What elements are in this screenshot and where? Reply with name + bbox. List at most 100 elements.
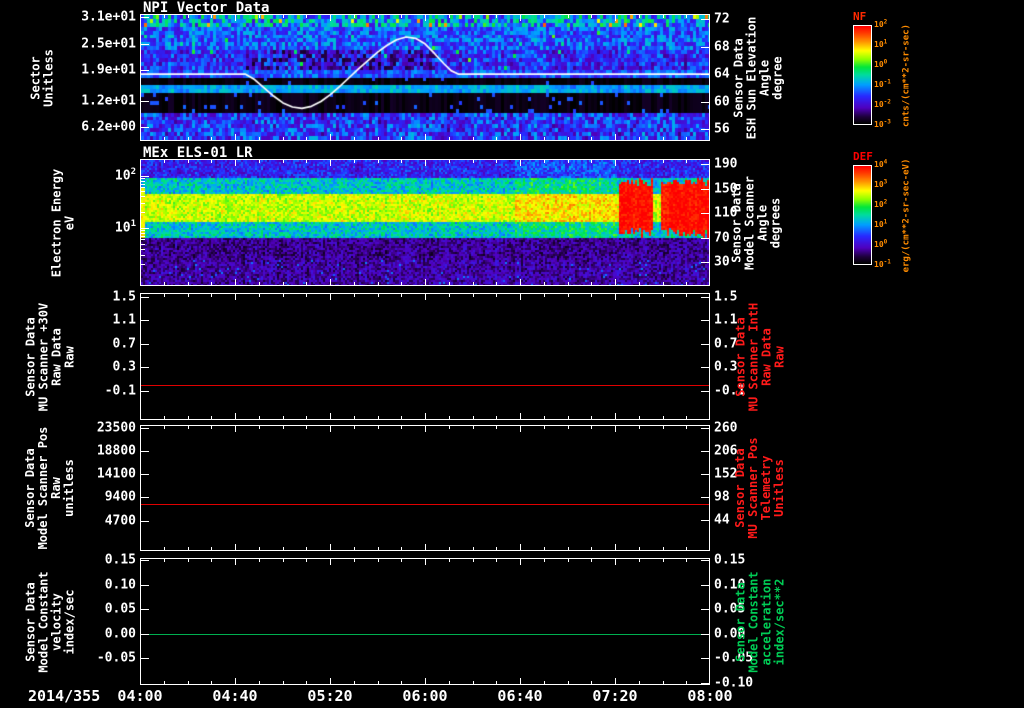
y-tick-label: 23500 (96, 420, 136, 436)
y-minor-tick-mark (141, 239, 145, 240)
x-minor-tick-mark (354, 559, 355, 562)
x-minor-tick-mark (401, 15, 402, 18)
axis-label-line: eV (62, 215, 76, 230)
axis-label-line: Unitless (772, 459, 786, 517)
x-tick-mark (330, 15, 331, 21)
y-tick-mark (141, 101, 149, 102)
x-axis-tick-label: 06:40 (497, 687, 543, 705)
plot-panel-mu-scanner-plus30v (140, 293, 710, 420)
axis-label-line: Angle (757, 59, 771, 96)
x-minor-tick-mark (568, 282, 569, 285)
y-tick-mark (701, 609, 709, 610)
axis-label-line: index/sec (62, 588, 76, 655)
x-minor-tick-mark (354, 15, 355, 18)
y-minor-tick-mark (141, 255, 145, 256)
x-tick-mark (330, 413, 331, 419)
y-tick-label: 102 (114, 166, 136, 184)
x-minor-tick-mark (544, 15, 545, 18)
x-minor-tick-mark (378, 559, 379, 562)
y-tick-label: -0.05 (714, 650, 754, 666)
x-tick-mark (235, 559, 236, 565)
x-tick-mark (235, 426, 236, 432)
x-minor-tick-mark (401, 282, 402, 285)
y-tick-label: -0.10 (714, 675, 754, 691)
x-tick-mark (425, 678, 426, 684)
y-tick-mark (141, 474, 149, 475)
x-minor-tick-mark (306, 559, 307, 562)
x-minor-tick-mark (283, 160, 284, 163)
colorbar-units-def: erg/(cm**2-sr-sec-eV) (901, 140, 914, 290)
x-minor-tick-mark (473, 137, 474, 140)
y-tick-mark (141, 367, 149, 368)
x-tick-mark (235, 134, 236, 140)
x-minor-tick-mark (544, 294, 545, 297)
x-minor-tick-mark (164, 426, 165, 429)
y-tick-mark (701, 47, 709, 48)
colorbar-title-nf: NF (853, 10, 867, 23)
x-minor-tick-mark (591, 681, 592, 684)
y-tick-label: 0.00 (714, 626, 746, 642)
x-minor-tick-mark (354, 294, 355, 297)
y-tick-mark (141, 17, 149, 18)
x-tick-mark (520, 426, 521, 432)
x-minor-tick-mark (283, 547, 284, 550)
x-minor-tick-mark (283, 416, 284, 419)
axis-label-line: MU Scanner IntH (746, 302, 760, 411)
x-minor-tick-mark (496, 547, 497, 550)
x-minor-tick-mark (354, 681, 355, 684)
colorbar-tick-label: 101 (874, 38, 888, 49)
axis-label-line: Sensor Data (733, 316, 747, 397)
x-tick-mark (425, 426, 426, 432)
x-minor-tick-mark (496, 160, 497, 163)
x-tick-mark (520, 413, 521, 419)
x-tick-mark (615, 678, 616, 684)
y-tick-label: 152 (714, 466, 738, 482)
x-minor-tick-mark (473, 15, 474, 18)
axis-label-line: Raw (62, 345, 76, 368)
x-minor-tick-mark (401, 137, 402, 140)
x-tick-mark (425, 134, 426, 140)
y-tick-label: 1.5 (714, 289, 738, 305)
x-minor-tick-mark (259, 15, 260, 18)
x-minor-tick-mark (639, 547, 640, 550)
y-tick-label: 0.3 (112, 359, 136, 375)
x-minor-tick-mark (473, 426, 474, 429)
x-minor-tick-mark (496, 294, 497, 297)
x-minor-tick-mark (591, 282, 592, 285)
x-minor-tick-mark (188, 15, 189, 18)
x-minor-tick-mark (401, 294, 402, 297)
y-tick-mark (701, 560, 709, 561)
x-minor-tick-mark (496, 137, 497, 140)
colorbar-gradient-def (854, 166, 871, 264)
y-tick-label: 0.10 (104, 577, 136, 593)
x-minor-tick-mark (639, 426, 640, 429)
x-minor-tick-mark (663, 15, 664, 18)
y-tick-mark (701, 474, 709, 475)
y-tick-label: -0.1 (104, 383, 136, 399)
x-tick-mark (330, 160, 331, 166)
x-axis-tick-label: 04:00 (117, 687, 163, 705)
y-tick-label: 30 (714, 254, 730, 270)
x-minor-tick-mark (449, 547, 450, 550)
y-tick-label: 14100 (96, 466, 136, 482)
x-minor-tick-mark (544, 547, 545, 550)
x-minor-tick-mark (544, 160, 545, 163)
constant-line-mu-scanner-plus30v (141, 385, 709, 386)
x-tick-mark (520, 279, 521, 285)
y-minor-tick-mark (141, 184, 145, 185)
axis-label-line: erg/(cm**2-sr-sec-eV) (901, 158, 912, 272)
x-minor-tick-mark (473, 681, 474, 684)
colorbar-title-def: DEF (853, 150, 873, 163)
x-tick-mark (330, 544, 331, 550)
x-minor-tick-mark (473, 547, 474, 550)
x-tick-mark (425, 559, 426, 565)
x-minor-tick-mark (164, 160, 165, 163)
y-tick-label: -0.1 (714, 383, 746, 399)
x-minor-tick-mark (259, 282, 260, 285)
right-axis-label-model-scanner-pos: Sensor Data MU Scanner Pos Telemetry Unitle… (733, 425, 786, 551)
plot-panel-model-constant-velocity (140, 558, 710, 685)
x-minor-tick-mark (686, 426, 687, 429)
x-minor-tick-mark (211, 294, 212, 297)
x-minor-tick-mark (639, 416, 640, 419)
